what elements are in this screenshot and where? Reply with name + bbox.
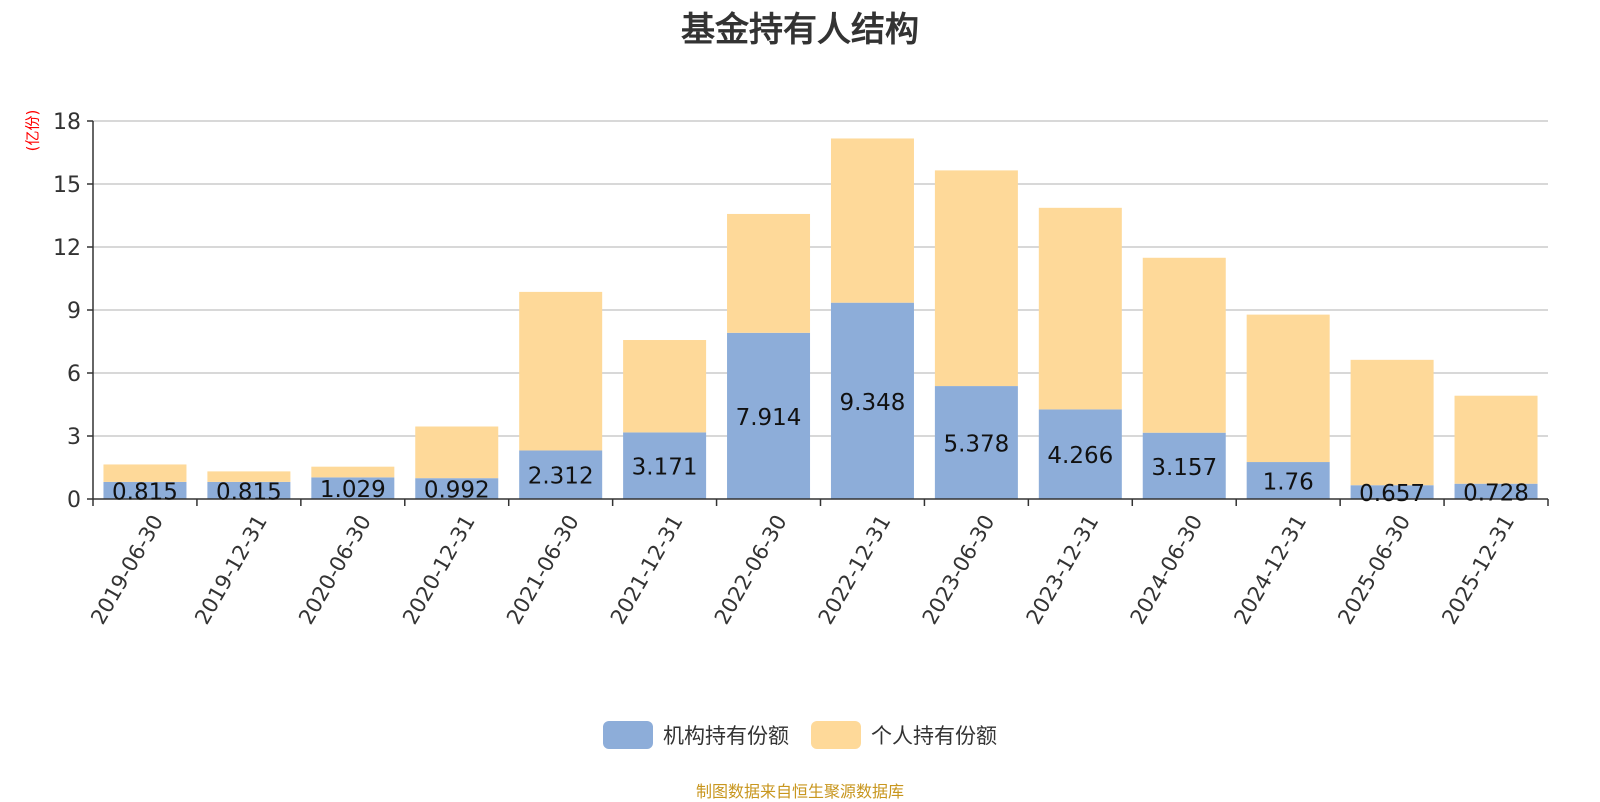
stacked-bar-chart: 0 3 6 9 12 15 18 0.815 2019-06-30 0.815 2019-12-3… xyxy=(53,110,1549,629)
legend-item-individual[interactable]: 个人持有份额 xyxy=(811,720,997,750)
bars xyxy=(103,138,1538,499)
legend-label-individual: 个人持有份额 xyxy=(871,724,997,748)
y-tick-label: 6 xyxy=(67,362,81,387)
y-tick-label: 12 xyxy=(53,236,81,261)
x-tick-label: 2020-06-30 xyxy=(294,511,376,629)
data-label-institutional: 0.815 xyxy=(216,479,282,505)
data-label-institutional: 3.171 xyxy=(632,455,698,481)
bar-institutional xyxy=(1350,485,1434,499)
chart-title: 基金持有人结构 xyxy=(681,10,919,50)
axes: 0 3 6 9 12 15 18 xyxy=(53,110,1549,513)
x-tick-label: 2024-12-31 xyxy=(1229,511,1311,629)
bar-individual xyxy=(1038,207,1122,410)
data-label-institutional: 3.157 xyxy=(1151,455,1217,481)
bar-institutional xyxy=(623,432,707,499)
x-tick-label: 2025-06-30 xyxy=(1333,511,1415,629)
x-tick-label: 2019-12-31 xyxy=(190,511,272,629)
bar-individual xyxy=(934,170,1018,387)
x-tick-label: 2024-06-30 xyxy=(1126,511,1208,629)
bar-individual xyxy=(830,138,914,303)
x-tick-label: 2022-12-31 xyxy=(814,511,896,629)
bar-institutional xyxy=(103,481,187,499)
bar-institutional xyxy=(1246,462,1330,499)
x-tick-label: 2025-12-31 xyxy=(1437,511,1519,629)
bar-institutional xyxy=(415,478,499,499)
bar-institutional xyxy=(311,477,395,499)
legend-label-institutional: 机构持有份额 xyxy=(663,724,789,748)
bar-individual xyxy=(415,426,499,479)
legend-swatch-individual xyxy=(811,721,861,749)
bar-institutional xyxy=(207,481,291,499)
data-label-institutional: 1.029 xyxy=(320,477,386,503)
data-source-note: 制图数据来自恒生聚源数据库 xyxy=(695,782,904,801)
bar-individual xyxy=(1246,314,1330,463)
data-label-institutional: 7.914 xyxy=(736,405,802,431)
bar-institutional xyxy=(727,332,811,499)
bar-individual xyxy=(1142,257,1226,433)
data-label-institutional: 4.266 xyxy=(1047,443,1113,469)
bar-individual xyxy=(207,471,291,482)
data-label-institutional: 2.312 xyxy=(528,464,594,490)
bar-institutional xyxy=(1142,432,1226,499)
bar-individual xyxy=(311,466,395,478)
data-label-institutional: 0.657 xyxy=(1359,481,1425,507)
x-tick-label: 2021-06-30 xyxy=(502,511,584,629)
y-tick-label: 15 xyxy=(53,173,81,198)
legend: 机构持有份额 个人持有份额 xyxy=(0,720,1600,750)
data-label-institutional: 0.728 xyxy=(1463,480,1529,506)
legend-item-institutional[interactable]: 机构持有份额 xyxy=(603,720,789,750)
bar-institutional xyxy=(1038,409,1122,499)
x-tick-label: 2020-12-31 xyxy=(398,511,480,629)
bar-individual xyxy=(519,291,603,451)
y-tick-label: 9 xyxy=(67,299,81,324)
data-label-institutional: 1.76 xyxy=(1263,470,1314,496)
x-tick-label: 2021-12-31 xyxy=(606,511,688,629)
bar-institutional xyxy=(1454,483,1538,499)
y-tick-label: 3 xyxy=(67,425,81,450)
x-tick-label: 2022-06-30 xyxy=(710,511,792,629)
x-tick-label: 2023-12-31 xyxy=(1022,511,1104,629)
bar-individual xyxy=(1350,359,1434,486)
y-tick-label: 18 xyxy=(53,110,81,135)
bar-individual xyxy=(103,464,187,482)
data-label-institutional: 0.815 xyxy=(112,479,178,505)
grid-lines xyxy=(93,120,1548,437)
bar-institutional xyxy=(934,386,1018,499)
x-tick-label: 2019-06-30 xyxy=(86,511,168,629)
data-label-institutional: 9.348 xyxy=(840,390,906,416)
bar-institutional xyxy=(830,302,914,499)
y-tick-label: 0 xyxy=(67,488,81,513)
bar-individual xyxy=(727,213,811,333)
x-tick-label: 2023-06-30 xyxy=(918,511,1000,629)
bar-institutional xyxy=(519,450,603,499)
legend-swatch-institutional xyxy=(603,721,653,749)
bar-individual xyxy=(623,340,707,433)
bar-individual xyxy=(1454,395,1538,484)
data-label-institutional: 5.378 xyxy=(943,432,1009,458)
data-label-institutional: 0.992 xyxy=(424,478,490,504)
